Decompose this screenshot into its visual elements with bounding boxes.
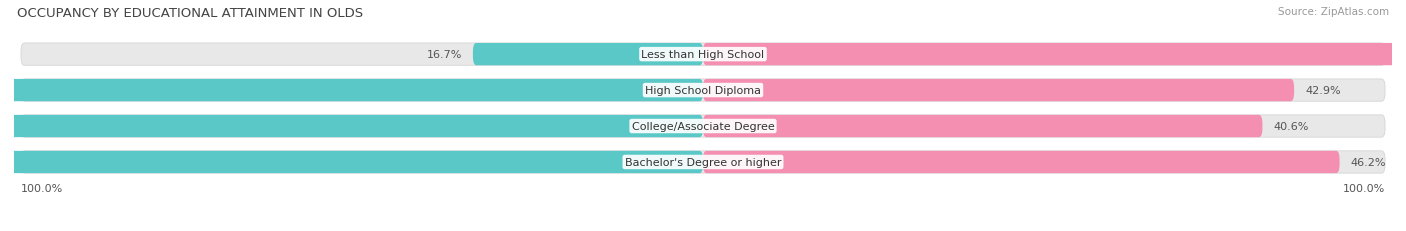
- Text: OCCUPANCY BY EDUCATIONAL ATTAINMENT IN OLDS: OCCUPANCY BY EDUCATIONAL ATTAINMENT IN O…: [17, 7, 363, 20]
- FancyBboxPatch shape: [21, 115, 1385, 138]
- Text: High School Diploma: High School Diploma: [645, 86, 761, 96]
- Text: Source: ZipAtlas.com: Source: ZipAtlas.com: [1278, 7, 1389, 17]
- FancyBboxPatch shape: [0, 151, 703, 173]
- Text: 40.6%: 40.6%: [1274, 122, 1309, 131]
- FancyBboxPatch shape: [21, 79, 1385, 102]
- FancyBboxPatch shape: [703, 115, 1263, 138]
- Text: 100.0%: 100.0%: [21, 183, 63, 193]
- Text: Less than High School: Less than High School: [641, 50, 765, 60]
- FancyBboxPatch shape: [703, 151, 1340, 173]
- FancyBboxPatch shape: [703, 79, 1294, 102]
- FancyBboxPatch shape: [21, 44, 1385, 66]
- Text: 46.2%: 46.2%: [1351, 157, 1386, 167]
- FancyBboxPatch shape: [0, 79, 703, 102]
- FancyBboxPatch shape: [472, 44, 703, 66]
- FancyBboxPatch shape: [703, 44, 1406, 66]
- FancyBboxPatch shape: [0, 115, 703, 138]
- Text: 42.9%: 42.9%: [1305, 86, 1341, 96]
- Text: College/Associate Degree: College/Associate Degree: [631, 122, 775, 131]
- FancyBboxPatch shape: [21, 151, 1385, 173]
- Text: Bachelor's Degree or higher: Bachelor's Degree or higher: [624, 157, 782, 167]
- Text: 100.0%: 100.0%: [1343, 183, 1385, 193]
- Text: 16.7%: 16.7%: [426, 50, 463, 60]
